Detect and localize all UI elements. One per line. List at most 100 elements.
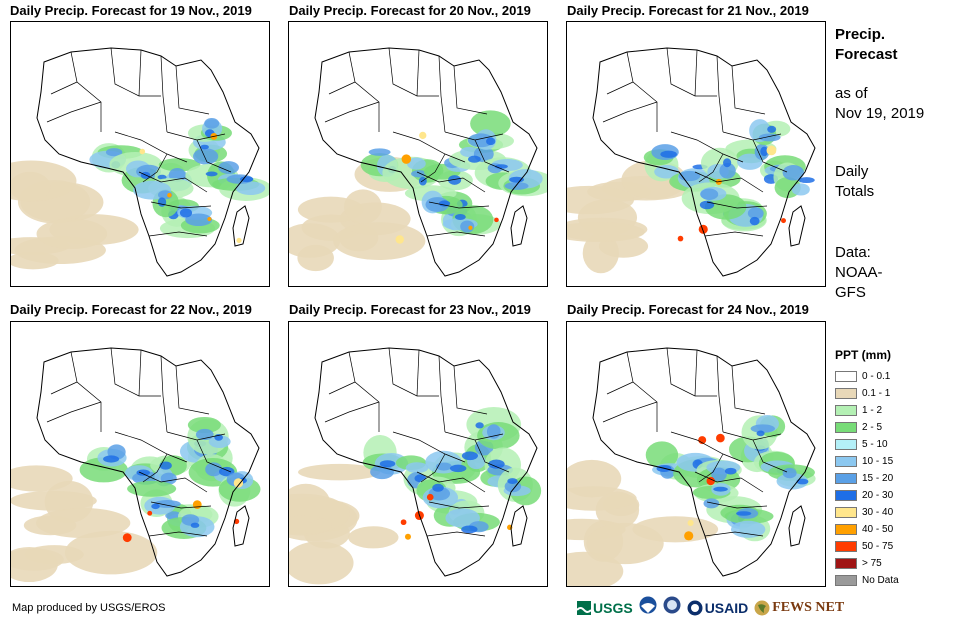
precip-blob (791, 183, 810, 196)
precip-blob (405, 462, 429, 474)
madagascar-outline (510, 505, 528, 547)
precip-blob (723, 158, 732, 168)
fewsnet-logo: FEWS NET (754, 600, 844, 616)
dhs-logo (663, 596, 681, 619)
precip-blob (461, 451, 478, 461)
heavy-rain-cell (147, 510, 153, 516)
precip-blob (700, 188, 719, 200)
usgs-logo-text: USGS (593, 599, 633, 616)
legend: PPT (mm) 0 - 0.1 0.1 - 1 1 - 2 2 - 5 5 - 10 1… (835, 348, 899, 589)
legend-item: No Data (835, 572, 899, 589)
heavy-rain-cell (468, 225, 473, 230)
heavy-rain-cell (167, 192, 172, 198)
country-border (110, 347, 161, 397)
legend-swatch (835, 439, 857, 450)
legend-title: PPT (mm) (835, 348, 892, 362)
info-heading-line1: Precip. (835, 26, 886, 43)
precip-blob (737, 153, 763, 170)
legend-item: > 75 (835, 555, 899, 572)
seal-icon (663, 596, 681, 614)
heavy-rain-cell (716, 433, 725, 443)
country-border (453, 365, 488, 415)
country-border (160, 355, 168, 433)
heavy-rain-cell (677, 235, 684, 242)
precip-blob (205, 462, 223, 477)
country-border (670, 131, 744, 163)
country-border (426, 531, 486, 537)
country-border (196, 139, 232, 173)
precip-blob (509, 176, 525, 183)
heavy-rain-cell (404, 533, 411, 540)
country-border (752, 139, 788, 173)
precip-blob (193, 148, 219, 165)
legend-swatch (835, 524, 857, 535)
legend-swatch (835, 575, 857, 586)
precip-blob (486, 424, 501, 439)
precip-blob (488, 459, 505, 469)
precip-blob (445, 508, 480, 528)
heavy-rain-cell (236, 237, 242, 244)
legend-item: 0 - 0.1 (835, 368, 899, 385)
africa-map (567, 47, 816, 277)
country-border (426, 231, 486, 237)
precip-blob (200, 144, 209, 150)
heavy-rain-cell (400, 519, 407, 526)
country-border (150, 501, 212, 509)
country-border (698, 453, 724, 483)
dry-patch (11, 548, 64, 571)
country-border (50, 381, 78, 395)
country-border (731, 365, 766, 415)
country-border (196, 439, 232, 473)
usaid-seal-icon (687, 600, 703, 615)
precip-blob (475, 422, 484, 429)
country-border (706, 501, 768, 509)
country-border (114, 131, 188, 163)
precip-blob (760, 146, 769, 157)
country-border (138, 349, 142, 397)
precip-blob (730, 520, 766, 538)
info-asof-line2: Nov 19, 2019 (835, 105, 925, 122)
precip-blob (136, 469, 150, 476)
heavy-rain-cell (233, 478, 244, 488)
precip-blob (235, 181, 266, 196)
precip-blob (504, 480, 522, 493)
legend-label: 10 - 15 (862, 456, 894, 467)
panel-title-22-nov: Daily Precip. Forecast for 22 Nov., 2019 (10, 302, 252, 317)
precip-blob (756, 430, 765, 437)
precip-blob (798, 177, 815, 184)
country-border (142, 453, 168, 483)
country-border (752, 439, 788, 473)
precip-blob (654, 165, 680, 179)
africa-map (11, 347, 261, 583)
heavy-rain-cell (139, 148, 146, 155)
usgs-wave-icon (577, 600, 591, 615)
map-panel-21-nov (566, 21, 826, 287)
precip-blob (796, 478, 809, 485)
legend-label: 50 - 75 (862, 541, 894, 552)
panel-title-23-nov: Daily Precip. Forecast for 23 Nov., 2019 (289, 302, 531, 317)
heavy-rain-cell (698, 224, 708, 234)
precip-blob (494, 164, 508, 169)
country-border (348, 51, 380, 132)
country-border (606, 381, 634, 395)
africa-map (567, 347, 816, 586)
precip-blob (454, 214, 466, 221)
dry-patch (298, 463, 381, 481)
precip-blob (703, 498, 720, 509)
precip-blob (185, 213, 213, 227)
heavy-rain-cell (706, 476, 715, 486)
usgs-logo: USGS (577, 600, 633, 616)
precip-blob (468, 155, 481, 163)
precip-blob (767, 125, 777, 133)
precip-blob (190, 522, 200, 528)
precip-blob (747, 207, 764, 220)
info-totals-line1: Daily (835, 163, 869, 180)
country-border (420, 453, 446, 483)
legend-swatch (835, 456, 857, 467)
map-panel-19-nov (10, 21, 270, 287)
precip-blob (467, 133, 494, 148)
legend-item: 1 - 2 (835, 402, 899, 419)
legend-label: 30 - 40 (862, 507, 894, 518)
africa-map (289, 347, 542, 585)
legend-swatch (835, 490, 857, 501)
